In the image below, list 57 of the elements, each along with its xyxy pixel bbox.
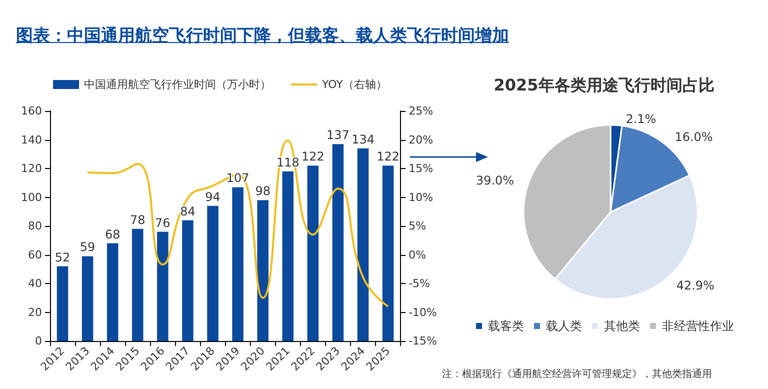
legend-label: 非经营性作业 (662, 319, 734, 333)
bar (332, 144, 344, 341)
y2-tick-label: 15% (408, 162, 434, 175)
bar (106, 243, 118, 341)
data-label: 84 (180, 204, 196, 218)
data-label: 16.0% (674, 130, 713, 144)
data-label: 134 (352, 132, 374, 146)
bar (132, 228, 144, 341)
y-tick-label: 80 (28, 220, 42, 232)
chart-title: 图表：中国通用航空飞行时间下降，但载客、载人类飞行时间增加 (16, 25, 509, 47)
data-label: 98 (255, 184, 270, 198)
y2-tick-label: -5% (408, 277, 430, 290)
y-tick-label: 100 (21, 190, 42, 204)
y-tick-label: 140 (21, 133, 42, 146)
bar (257, 200, 268, 341)
bar (382, 166, 394, 341)
legend-label: 载人类 (546, 319, 582, 333)
data-label: 42.9% (676, 278, 714, 293)
data-label: 122 (376, 150, 400, 164)
bar (307, 166, 319, 341)
y-tick-label: 120 (21, 162, 42, 175)
bar (232, 187, 244, 341)
y2-tick-label: 10% (408, 190, 434, 204)
bar (157, 232, 168, 341)
bar (207, 206, 218, 341)
y2-tick-label: 5% (408, 220, 426, 232)
data-label: 94 (205, 190, 220, 204)
y2-tick-label: 20% (408, 133, 434, 146)
bar (357, 148, 369, 341)
data-label: 122 (301, 150, 324, 164)
y2-tick-label: -15% (408, 334, 438, 348)
y2-tick-label: 0% (408, 248, 426, 262)
text: 注：根据现行《通用航空经营许可管理规定》，其他类指通用 (442, 368, 713, 381)
bar (56, 266, 68, 341)
bar (282, 171, 294, 341)
legend-label: 中国通用航空飞行作业时间（万小时） (84, 78, 272, 91)
chart-title: 2025年各类用途飞行时间占比 (494, 76, 714, 94)
y-tick-label: 60 (28, 248, 42, 262)
data-label: 68 (104, 227, 120, 242)
data-label: 76 (155, 216, 170, 230)
bar (82, 256, 94, 341)
data-label: 39.0% (476, 173, 514, 188)
data-label: 52 (54, 250, 70, 264)
y-tick-label: 40 (28, 277, 42, 290)
y2-tick-label: -10% (408, 306, 438, 319)
y-tick-label: 160 (21, 104, 42, 118)
data-label: 2.1% (626, 112, 656, 126)
legend-label: YOY（右轴） (321, 78, 387, 91)
y-tick-label: 0 (35, 334, 42, 348)
legend-label: 载客类 (488, 319, 524, 333)
y2-tick-label: 25% (408, 104, 434, 118)
data-label: 137 (326, 128, 350, 142)
legend-label: 其他类 (604, 319, 640, 333)
bar (182, 220, 194, 341)
data-label: 78 (130, 212, 146, 227)
y-tick-label: 20 (28, 306, 42, 319)
data-label: 59 (80, 240, 96, 254)
